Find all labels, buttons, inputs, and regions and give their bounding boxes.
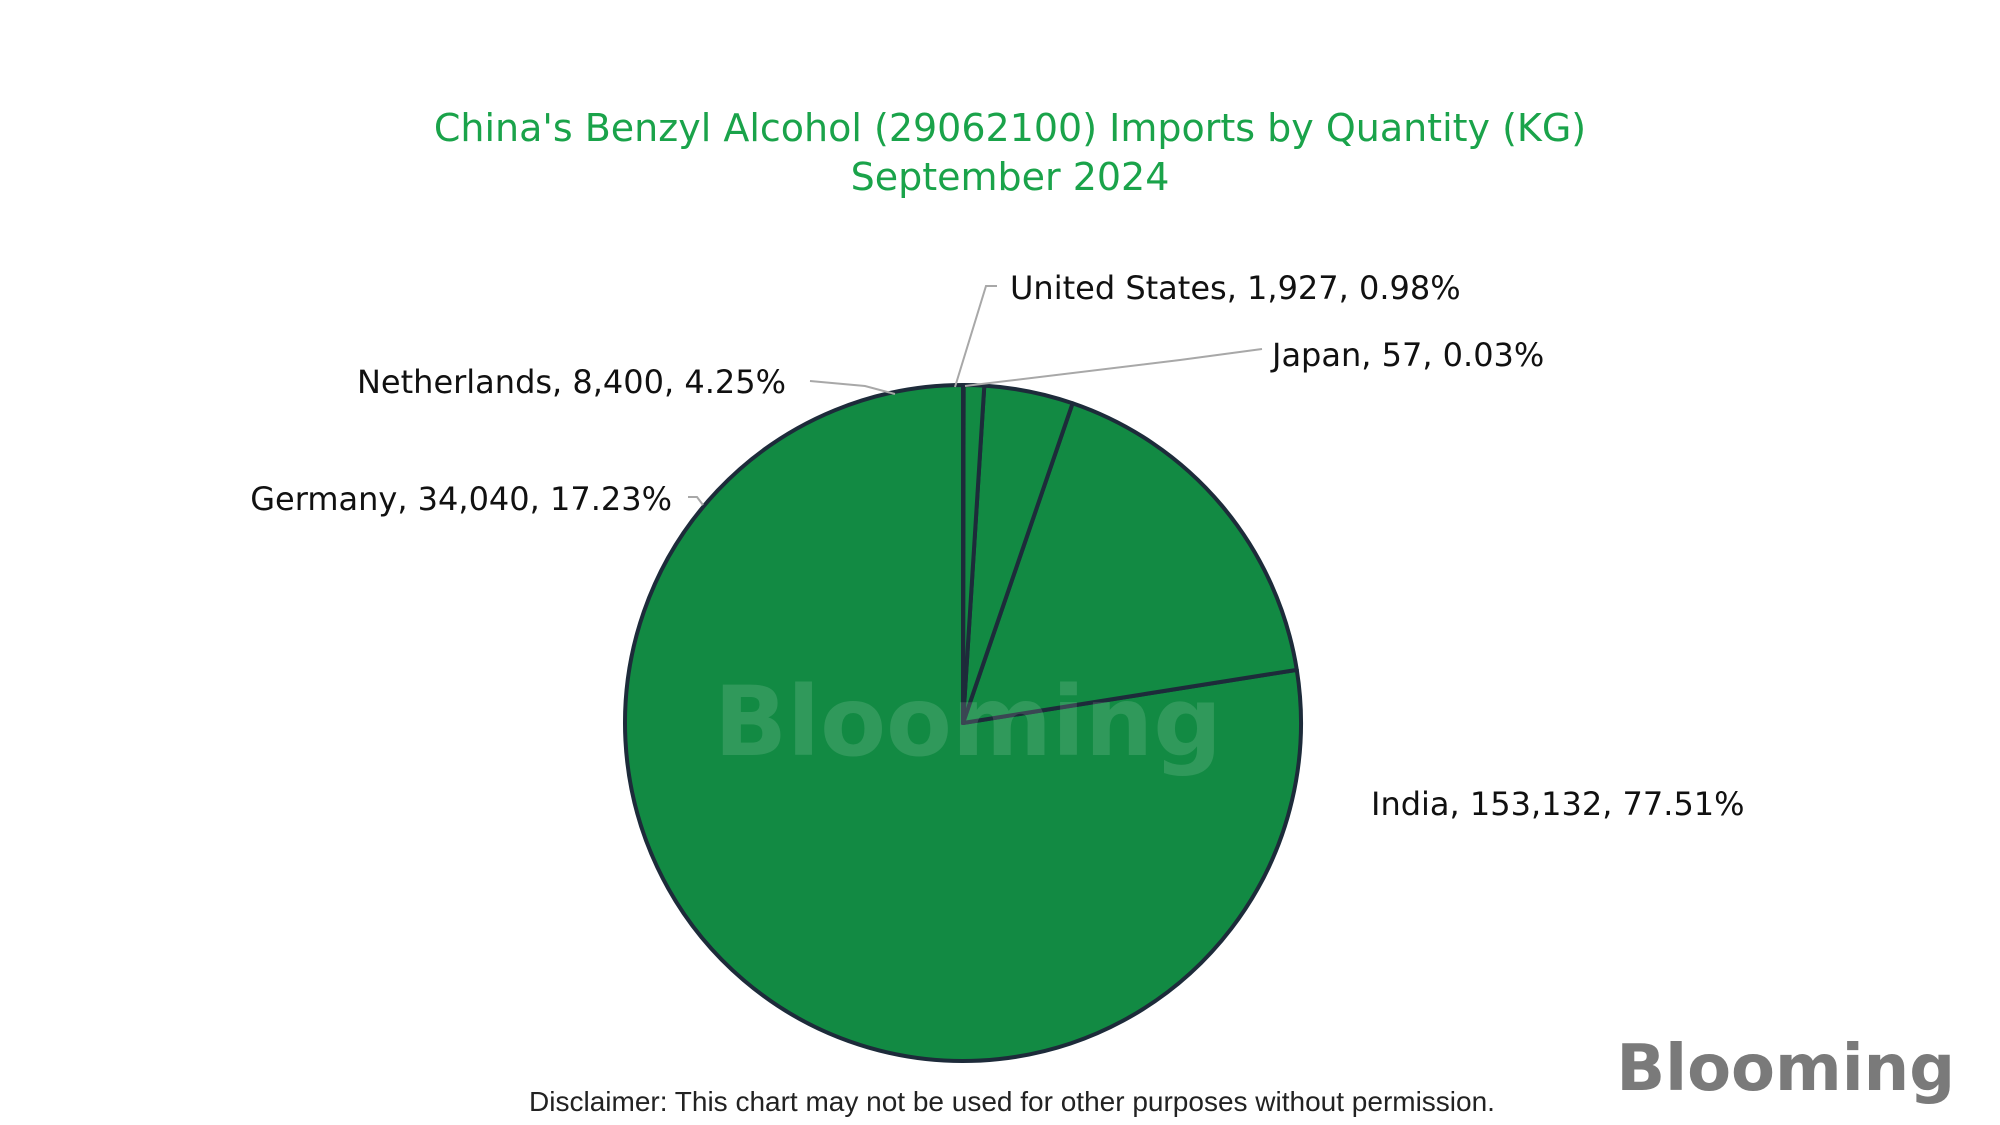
slice-label-germany: Germany, 34,040, 17.23%	[250, 480, 672, 518]
blooming-logo: Blooming	[1616, 1032, 1955, 1106]
leader-line-germany	[688, 496, 704, 506]
slice-label-india: India, 153,132, 77.51%	[1371, 785, 1745, 823]
pie-slices	[623, 383, 1303, 1063]
leader-lines	[688, 285, 1263, 506]
leader-line-netherlands	[809, 380, 896, 395]
disclaimer: Disclaimer: This chart may not be used f…	[529, 1086, 1495, 1117]
logo-text: Blooming	[1616, 1032, 1955, 1106]
chart-title: China's Benzyl Alcohol (29062100) Import…	[434, 106, 1586, 150]
leader-line-japan	[964, 348, 1263, 387]
leader-line-united-states	[954, 285, 997, 388]
watermark: Blooming	[714, 666, 1222, 778]
slice-label-united-states: United States, 1,927, 0.98%	[1010, 269, 1461, 307]
pie-slice-japan	[961, 383, 966, 725]
chart-subtitle: September 2024	[851, 155, 1170, 199]
slice-label-netherlands: Netherlands, 8,400, 4.25%	[357, 363, 786, 401]
slice-label-japan: Japan, 57, 0.03%	[1270, 336, 1544, 374]
slice-labels: India, 153,132, 77.51% Germany, 34,040, 1…	[250, 269, 1744, 823]
